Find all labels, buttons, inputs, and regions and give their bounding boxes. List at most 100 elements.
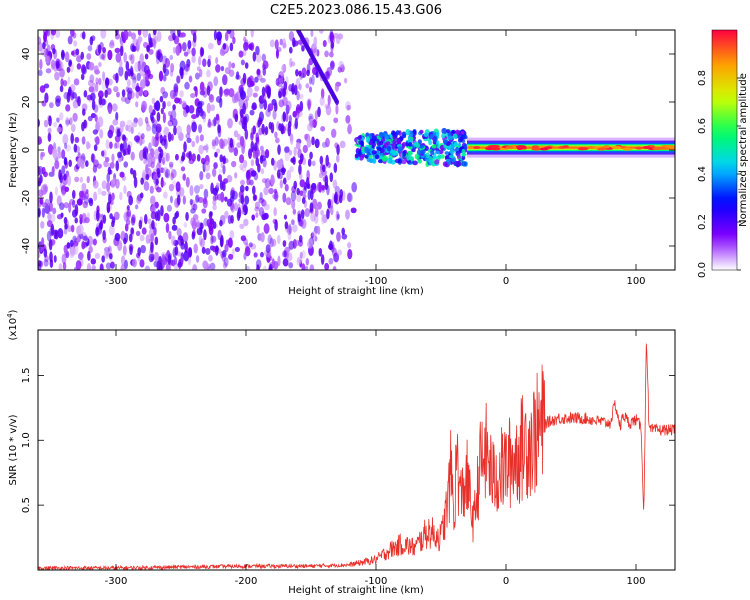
heatmap-cell	[129, 245, 133, 256]
heatmap-cell	[122, 149, 127, 157]
heatmap-cell	[137, 117, 144, 127]
heatmap-cell	[172, 46, 177, 54]
heatmap-cell	[107, 106, 112, 115]
spectrogram-y-label: Frequency (Hz)	[8, 112, 19, 188]
heatmap-cell	[234, 246, 240, 253]
heatmap-cell	[74, 136, 80, 144]
heatmap-cell	[189, 185, 194, 196]
heatmap-cell	[319, 96, 325, 107]
heatmap-cell	[91, 99, 96, 111]
heatmap-cell	[85, 160, 89, 168]
heatmap-cell	[587, 145, 595, 149]
heatmap-cell	[134, 135, 140, 142]
heatmap-cell	[81, 31, 86, 40]
heatmap-cell	[336, 154, 340, 163]
heatmap-cell	[150, 211, 157, 220]
heatmap-cell	[67, 35, 73, 45]
snr-x-ticks: -300 -200 -100 0 100	[105, 330, 646, 587]
heatmap-cell	[208, 211, 213, 220]
heatmap-cell	[320, 254, 325, 265]
heatmap-cell	[139, 66, 145, 77]
heatmap-cell	[94, 137, 98, 143]
heatmap-cell	[137, 247, 141, 257]
heatmap-cell	[240, 59, 246, 66]
x-tick-label: -300	[105, 576, 128, 587]
heatmap-cell	[258, 111, 264, 122]
heatmap-cell	[165, 152, 170, 162]
heatmap-cell	[298, 83, 302, 91]
heatmap-cell	[212, 199, 217, 206]
heatmap-cell	[148, 104, 153, 114]
heatmap-cell	[123, 52, 127, 63]
heatmap-cell	[288, 149, 293, 156]
heatmap-cell	[181, 42, 187, 52]
heatmap-cell	[341, 233, 348, 240]
heatmap-cell	[346, 104, 351, 111]
heatmap-cell	[173, 125, 177, 136]
heatmap-cell	[242, 102, 246, 115]
heatmap-cell	[132, 169, 137, 179]
heatmap-cell	[241, 143, 245, 155]
heatmap-cell	[43, 259, 49, 267]
heatmap-cell	[398, 145, 403, 152]
heatmap-cell	[124, 70, 129, 81]
heatmap-cell	[186, 124, 191, 135]
heatmap-cell	[155, 123, 162, 134]
heatmap-cell	[67, 225, 72, 233]
heatmap-cell	[161, 156, 166, 165]
heatmap-cell	[293, 146, 297, 157]
heatmap-cell	[307, 238, 314, 249]
heatmap-cell	[151, 97, 156, 105]
heatmap-cell	[77, 157, 82, 167]
heatmap-cell	[92, 82, 97, 94]
heatmap-cell	[254, 85, 260, 92]
heatmap-cell	[248, 148, 253, 159]
heatmap-cell	[250, 30, 254, 38]
heatmap-cell	[265, 244, 271, 254]
heatmap-cell	[82, 108, 86, 116]
heatmap-cell	[175, 44, 181, 56]
heatmap-cell	[86, 175, 90, 184]
heatmap-cell	[93, 144, 98, 152]
heatmap-cell	[147, 73, 154, 80]
heatmap-cell	[143, 214, 148, 225]
heatmap-cell	[337, 249, 343, 256]
heatmap-cell	[40, 220, 45, 229]
heatmap-cell	[227, 237, 233, 248]
heatmap-cell	[130, 126, 134, 135]
heatmap-cell	[313, 186, 318, 192]
x-tick-label: -300	[105, 276, 128, 287]
heatmap-cell	[244, 246, 251, 257]
heatmap-cell	[229, 42, 234, 52]
heatmap-cell	[211, 141, 217, 150]
heatmap-cell	[182, 232, 189, 243]
heatmap-cell	[151, 123, 158, 135]
heatmap-cell	[228, 61, 232, 69]
heatmap-cell	[360, 140, 365, 147]
heatmap-cell	[240, 179, 245, 186]
heatmap-cell	[286, 225, 292, 236]
heatmap-cell	[243, 218, 249, 227]
snr-y-ticks: 0.5 1.0 1.5	[21, 367, 675, 513]
heatmap-cell	[224, 88, 231, 96]
heatmap-cell	[450, 143, 455, 149]
heatmap-cell	[488, 144, 500, 148]
colorbar-tick-label: 0.8	[697, 70, 708, 86]
heatmap-cell	[61, 165, 66, 175]
heatmap-cell	[199, 171, 204, 181]
heatmap-cell	[277, 255, 281, 267]
heatmap-cell	[104, 156, 110, 163]
heatmap-cell	[642, 146, 651, 150]
heatmap-cell	[167, 131, 172, 143]
heatmap-cell	[289, 57, 293, 68]
heatmap-cell	[240, 235, 247, 242]
heatmap-cell	[263, 186, 269, 196]
heatmap-cell	[207, 58, 211, 68]
heatmap-cell	[256, 264, 260, 270]
heatmap-cell	[295, 142, 301, 150]
heatmap-cell	[272, 193, 278, 200]
heatmap-cell	[270, 157, 275, 166]
heatmap-cell	[72, 112, 78, 122]
heatmap-cell	[39, 58, 43, 70]
heatmap-cell	[225, 239, 229, 246]
